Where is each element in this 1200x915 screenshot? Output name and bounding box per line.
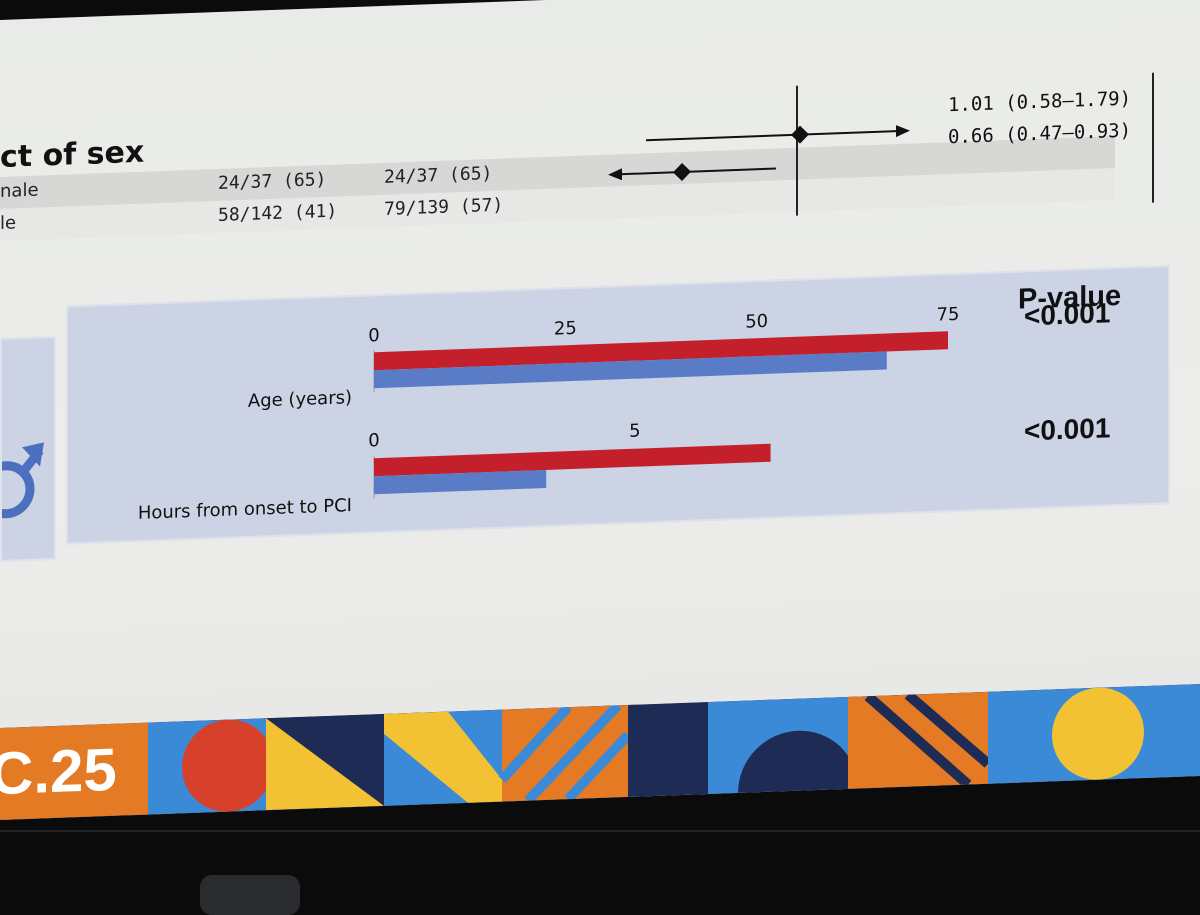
bar-chart: P-value 0 25 50 75 Age (years) <0.001 0 5 Hours f… xyxy=(138,280,1121,524)
category-label: Hours from onset to PCI xyxy=(138,495,352,524)
forest-row-2-arrow-icon xyxy=(608,168,622,181)
p-value-1: <0.001 xyxy=(1024,297,1110,331)
bar-2-2 xyxy=(374,469,547,495)
slide-screen: ct of sex nale 24/37 (65) 24/37 (65) 1.0… xyxy=(0,0,1200,821)
bar-chart-panel: P-value 0 25 50 75 Age (years) <0.001 0 5 Hours f… xyxy=(66,265,1170,545)
axis-tick-label: 50 xyxy=(745,311,768,333)
conference-logo: C.25 xyxy=(0,722,148,820)
bar-1-2 xyxy=(374,351,887,389)
forest-row-2-diamond-icon xyxy=(673,162,691,181)
forest-row-2-ci-line xyxy=(620,167,776,176)
conference-banner: C.25 xyxy=(0,683,1200,820)
p-value-2: <0.001 xyxy=(1024,412,1110,446)
male-symbol-icon xyxy=(0,442,44,519)
axis-tick-label: 0 xyxy=(368,325,379,346)
forest-plot-graphics xyxy=(608,72,1154,216)
axis-tick-label: 0 xyxy=(368,430,379,451)
forest-row-1-ci-line xyxy=(646,129,900,142)
p-value-header: P-value xyxy=(1018,280,1121,316)
axis-tick-label: 5 xyxy=(629,421,640,442)
category-label: Age (years) xyxy=(248,387,352,412)
sex-symbol-panel xyxy=(0,335,56,562)
axis-tick-label: 25 xyxy=(554,318,577,340)
forest-row-1-diamond-icon xyxy=(791,125,809,144)
screen-bottom-edge xyxy=(0,830,1200,832)
bar-1-1 xyxy=(374,331,948,371)
forest-row-1-arrow-icon xyxy=(896,125,910,138)
banner-pattern xyxy=(148,683,1200,815)
axis-tick-label: 75 xyxy=(937,304,960,326)
bar-2-1 xyxy=(374,443,771,477)
audience-silhouette xyxy=(200,875,300,915)
forest-plot: ct of sex nale 24/37 (65) 24/37 (65) 1.0… xyxy=(0,72,1160,245)
room-foreground xyxy=(0,820,1200,915)
